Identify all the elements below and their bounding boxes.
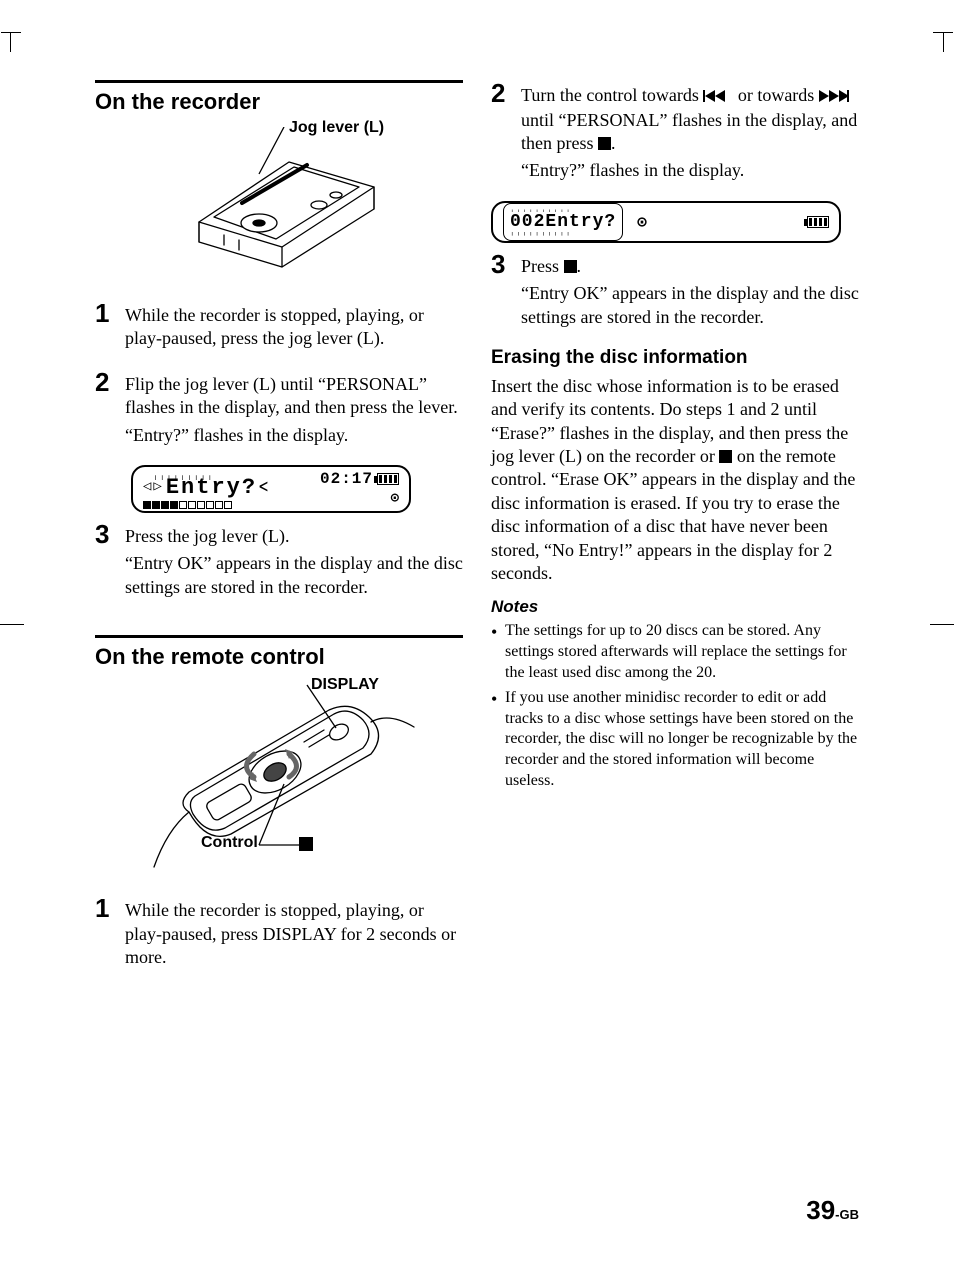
left-column: On the recorder <box>95 80 463 987</box>
step-number: 2 <box>95 369 125 395</box>
lcd-caret-icon: ᐸ <box>259 484 270 492</box>
page-num-main: 39 <box>806 1195 835 1225</box>
label-jog-lever: Jog lever (L) <box>289 119 384 137</box>
lcd-time: 02:17 <box>320 470 373 488</box>
step-text: “Entry OK” appears in the display and th… <box>125 552 463 599</box>
page-container: On the recorder <box>0 80 954 987</box>
step-text: While the recorder is stopped, playing, … <box>125 899 463 969</box>
stop-icon <box>598 137 611 150</box>
step-text: Flip the jog lever (L) until “PERSONAL” … <box>125 373 463 420</box>
text-fragment: Press <box>521 256 564 276</box>
disc-icon: ⊙ <box>637 212 647 232</box>
stop-icon <box>564 260 577 273</box>
lcd-display-remote: ╷╷╷╷╷╷╷╷╷╷ 002Entry? ╵╵╵╵╵╵╵╵╵╵ ⊙ <box>491 201 841 243</box>
text-fragment: until “PERSONAL” flashes in the display,… <box>521 110 857 153</box>
heading-on-recorder: On the recorder <box>95 89 463 115</box>
remote-step-2: 2 Turn the control towards or towards un… <box>491 80 859 187</box>
lcd-right-panel: 02:17 ⊙ <box>320 470 399 507</box>
battery-icon <box>807 216 829 228</box>
recorder-step-2: 2 Flip the jog lever (L) until “PERSONAL… <box>95 369 463 451</box>
heading-erasing: Erasing the disc information <box>491 347 859 369</box>
step-number: 1 <box>95 300 125 326</box>
remote-step-1: 1 While the recorder is stopped, playing… <box>95 895 463 973</box>
lcd-ticks: ╵╵╵╵╵╵╵╵╵╵ <box>510 232 616 238</box>
recorder-step-1: 1 While the recorder is stopped, playing… <box>95 300 463 355</box>
lcd-arrows-icon: ◁▷ <box>143 483 164 493</box>
heading-notes: Notes <box>491 597 859 617</box>
figure-remote: DISPLAY Control <box>95 682 463 877</box>
note-item: If you use another minidisc recorder to … <box>491 688 859 792</box>
stop-icon <box>719 450 732 463</box>
page-number: 39-GB <box>806 1195 859 1226</box>
text-fragment: on the remote control. “Erase OK” appear… <box>491 446 855 583</box>
lcd-main-text: Entry? <box>166 480 257 495</box>
step-text: “Entry OK” appears in the display and th… <box>521 282 859 329</box>
step-number: 3 <box>491 251 521 277</box>
section-divider <box>95 80 463 83</box>
lcd-main-text: 002Entry? <box>510 212 616 232</box>
heading-on-remote: On the remote control <box>95 644 463 670</box>
step-number: 3 <box>95 521 125 547</box>
lcd-segment-bar <box>143 496 243 504</box>
right-column: 2 Turn the control towards or towards un… <box>491 80 859 987</box>
battery-icon <box>377 473 399 485</box>
step-text: Press . <box>521 255 859 278</box>
figure-recorder: Jog lever (L) <box>95 127 463 282</box>
text-fragment: or towards <box>738 85 819 105</box>
recorder-illustration <box>164 127 394 277</box>
step-text: “Entry?” flashes in the display. <box>521 159 859 182</box>
notes-list: The settings for up to 20 discs can be s… <box>491 621 859 791</box>
step-number: 1 <box>95 895 125 921</box>
label-display: DISPLAY <box>311 676 379 694</box>
note-item: The settings for up to 20 discs can be s… <box>491 621 859 683</box>
section-divider <box>95 635 463 638</box>
next-track-icon <box>819 85 849 108</box>
step-text: While the recorder is stopped, playing, … <box>125 304 463 351</box>
erasing-body: Insert the disc whose information is to … <box>491 375 859 586</box>
step-text: Press the jog lever (L). <box>125 525 463 548</box>
prev-track-icon <box>703 85 733 108</box>
step-text: “Entry?” flashes in the display. <box>125 424 463 447</box>
page-num-suffix: -GB <box>835 1207 859 1222</box>
step-number: 2 <box>491 80 521 106</box>
remote-step-3: 3 Press . “Entry OK” appears in the disp… <box>491 251 859 333</box>
text-fragment: Turn the control towards <box>521 85 703 105</box>
recorder-step-3: 3 Press the jog lever (L). “Entry OK” ap… <box>95 521 463 603</box>
disc-icon: ⊙ <box>391 490 399 507</box>
step-text: Turn the control towards or towards unti… <box>521 84 859 155</box>
label-control: Control <box>201 834 258 852</box>
lcd-display-recorder: ⎺╷╷╷╷╷╷╷╷╷ ◁▷ Entry? ᐸ 02:17 ⊙ <box>131 465 411 513</box>
remote-illustration <box>139 682 419 872</box>
